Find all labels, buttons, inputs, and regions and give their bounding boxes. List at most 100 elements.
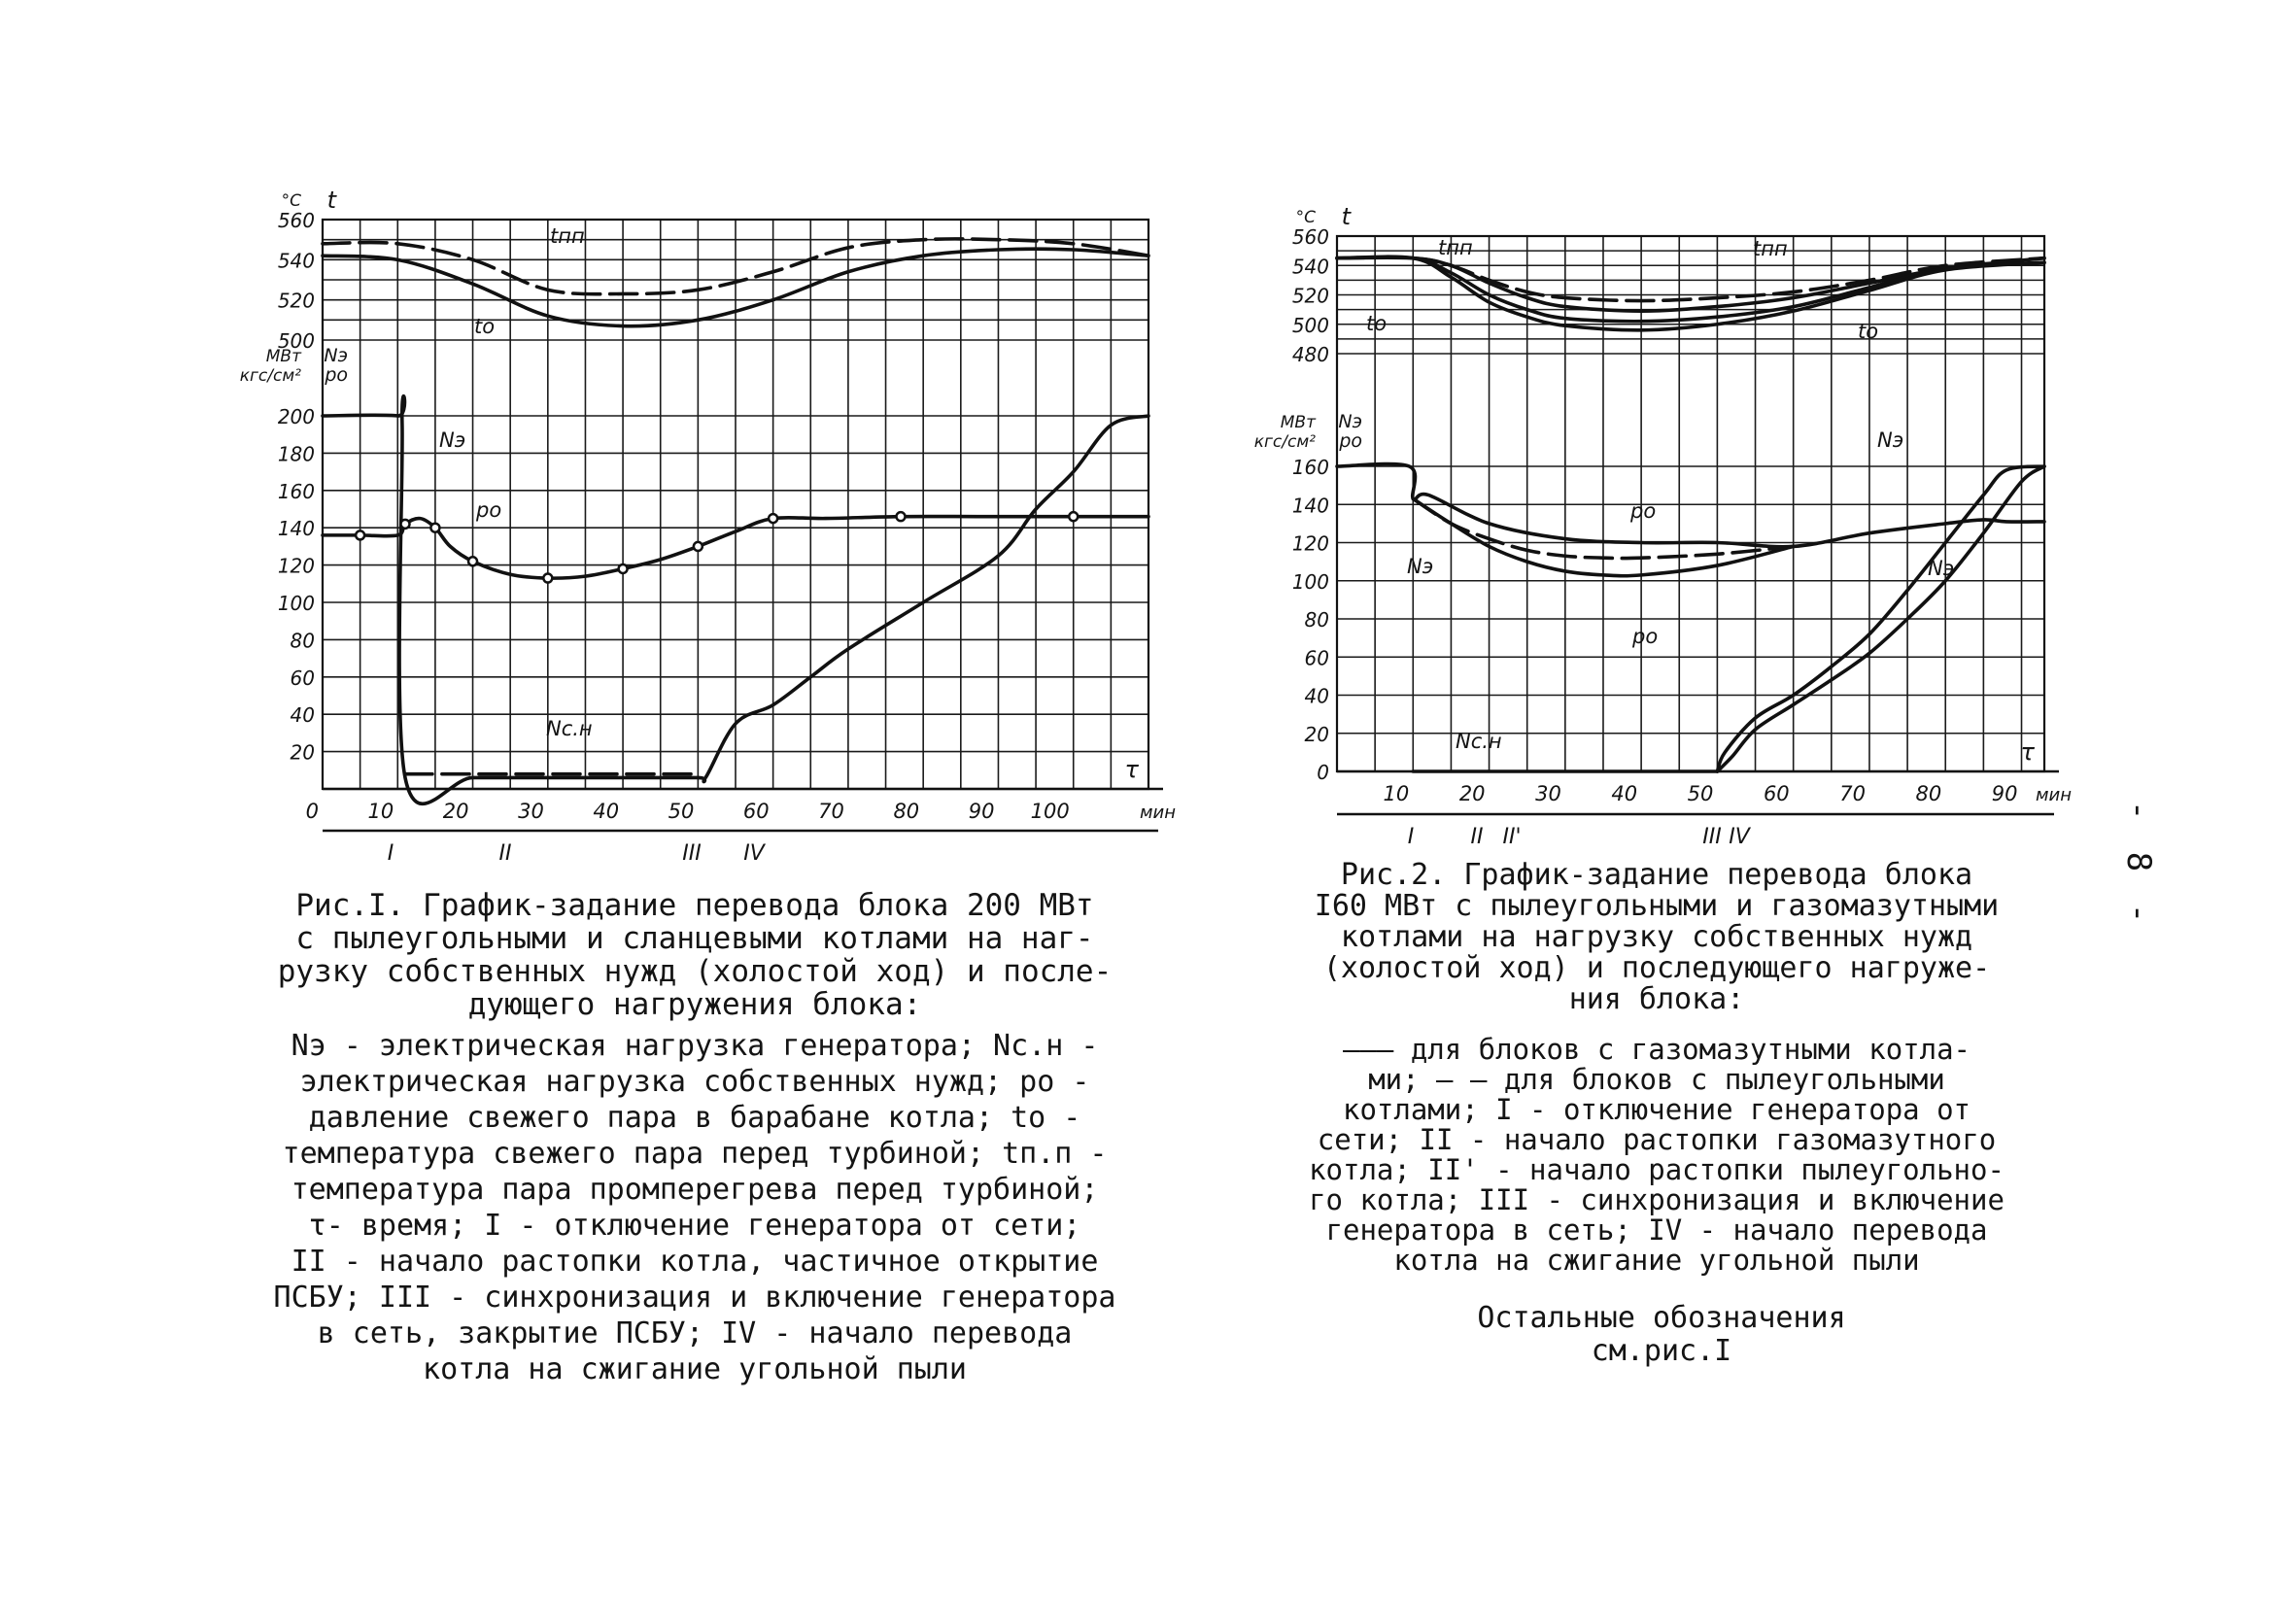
figure-1-legend: Nэ - электрическая нагрузка генератора; … — [273, 1029, 1116, 1386]
series-label-1: tпп — [550, 224, 585, 248]
x-tick-label: 10 — [368, 800, 394, 823]
series-label-10: Nс.н — [1456, 730, 1502, 753]
load-axis-unit-pressure: кгс/см² — [240, 366, 301, 386]
figure-2-chart: 480 500 520 540 560 0 20 40 60 80 100 120 140 160 10 20… — [1254, 203, 2072, 849]
x-tick-label: 60 — [1764, 782, 1790, 805]
x-axis-label: τ — [1125, 756, 1140, 783]
event-label-1: I — [388, 841, 394, 866]
temp-tick-label: 540 — [278, 249, 315, 272]
temp-tick-label: 520 — [278, 290, 315, 313]
data-point-marker — [429, 522, 441, 533]
x-tick-label: 60 — [743, 800, 770, 823]
data-point-marker — [1067, 510, 1079, 523]
load-axis-label-po: pо — [1338, 430, 1362, 452]
x-tick-label: 90 — [1992, 782, 2018, 805]
temp-axis-unit: °C — [282, 191, 302, 211]
series-line-7 — [1411, 496, 1796, 578]
load-tick-label: 200 — [278, 405, 315, 428]
series-label-5: Nэ — [1407, 555, 1433, 578]
load-tick-label: 160 — [1292, 456, 1329, 479]
x-axis-unit: мин — [2036, 785, 2072, 805]
temp-tick-label: 480 — [1292, 343, 1329, 366]
load-tick-label: 140 — [1292, 494, 1329, 517]
series-label-4: tо — [1858, 320, 1878, 343]
x-tick-label: 30 — [518, 800, 544, 823]
series-label-4: pо — [475, 498, 501, 522]
temp-tick-label: 560 — [1292, 225, 1329, 249]
load-tick-label: 120 — [1292, 532, 1329, 556]
series-label-2: tо — [474, 315, 495, 338]
data-point-marker — [692, 540, 704, 553]
load-axis-unit-mw: МВт — [266, 347, 302, 366]
x-tick-label: 80 — [893, 800, 919, 823]
load-tick-label: 40 — [291, 703, 315, 727]
temp-tick-label: 540 — [1292, 255, 1329, 278]
series-line-3 — [1335, 255, 2046, 324]
load-tick-label: 160 — [278, 480, 315, 503]
event-label-4: IV — [743, 841, 766, 866]
figure-2: 480 500 520 540 560 0 20 40 60 80 100 120 140 160 10 20… — [1244, 0, 2079, 1368]
load-axis-label-ne: Nэ — [324, 345, 348, 366]
x-tick-label: 90 — [969, 800, 995, 823]
load-tick-label: 20 — [1305, 723, 1329, 746]
event-label-2: II — [1471, 825, 1484, 849]
series-line-8 — [1715, 464, 2046, 773]
load-axis-unit-pressure: кгс/см² — [1254, 432, 1316, 452]
temp-tick-label: 500 — [1292, 314, 1329, 337]
series-line-9 — [1715, 464, 2046, 773]
series-label-2: tпп — [1753, 237, 1788, 260]
temp-axis-label: t — [327, 187, 338, 214]
data-point-marker — [542, 572, 554, 584]
series-label-9: Nэ — [1928, 557, 1954, 580]
series-label-6: pо — [1629, 499, 1656, 523]
series-label-3: Nэ — [439, 428, 465, 452]
data-point-marker — [895, 510, 907, 523]
x-axis-unit: мин — [1140, 803, 1176, 823]
figure-2-other-notes: Остальные обозначения см.рис.I — [1477, 1301, 1846, 1368]
load-tick-label: 20 — [291, 741, 315, 765]
data-point-marker — [767, 512, 779, 525]
x-tick-label: 70 — [1839, 782, 1866, 805]
series-label-7: pо — [1631, 625, 1658, 648]
series-line-4 — [1335, 255, 2046, 332]
x-tick-label: 50 — [1688, 782, 1714, 805]
temp-tick-label: 500 — [278, 329, 315, 353]
load-axis-unit-mw: МВт — [1281, 413, 1317, 432]
series-line-5 — [1335, 461, 2046, 549]
load-tick-label: 100 — [1292, 570, 1329, 594]
load-tick-label: 60 — [1305, 646, 1329, 669]
event-label-2: II — [499, 841, 512, 866]
data-point-marker — [466, 556, 479, 567]
load-tick-label: 140 — [278, 517, 315, 540]
series-line-2 — [1335, 256, 2046, 313]
series-line-2 — [321, 247, 1150, 328]
temp-tick-label: 520 — [1292, 285, 1329, 308]
figure-1-chart: 500 520 540 560 20 40 60 80 100 120 140 160 180 200 0 1… — [240, 187, 1176, 866]
load-tick-label: 0 — [1317, 761, 1329, 784]
x-tick-label: 70 — [818, 800, 844, 823]
load-tick-label: 80 — [1305, 608, 1329, 632]
temp-tick-label: 560 — [278, 209, 315, 232]
load-tick-label: 40 — [1305, 685, 1329, 708]
data-point-marker — [354, 530, 366, 541]
x-tick-label: 100 — [1031, 800, 1070, 823]
series-label-8: Nэ — [1877, 428, 1903, 452]
x-tick-label: 80 — [1916, 782, 1942, 805]
load-tick-label: 120 — [278, 555, 315, 578]
figure-1-caption: Рис.I. График-задание перевода блока 200… — [277, 888, 1113, 1022]
x-tick-label: 30 — [1535, 782, 1561, 805]
figure-2-caption: Рис.2. График-задание перевода блока I60… — [1314, 858, 2000, 1016]
load-tick-label: 80 — [291, 629, 315, 652]
figure-1: 500 520 540 560 20 40 60 80 100 120 140 160 180 200 0 1… — [0, 0, 1176, 1386]
load-tick-label: 180 — [278, 442, 315, 465]
x-axis-label: τ — [2021, 738, 2036, 766]
load-axis-label-ne: Nэ — [1338, 411, 1362, 432]
temp-axis-unit: °C — [1296, 208, 1317, 227]
series-line-6 — [1411, 496, 1796, 561]
series-label-1: tпп — [1438, 236, 1473, 259]
data-point-marker — [617, 563, 629, 575]
load-tick-label: 100 — [278, 592, 315, 615]
load-tick-label: 60 — [291, 666, 315, 690]
x-tick-label: 0 — [306, 800, 319, 823]
series-line-3 — [321, 394, 1150, 806]
